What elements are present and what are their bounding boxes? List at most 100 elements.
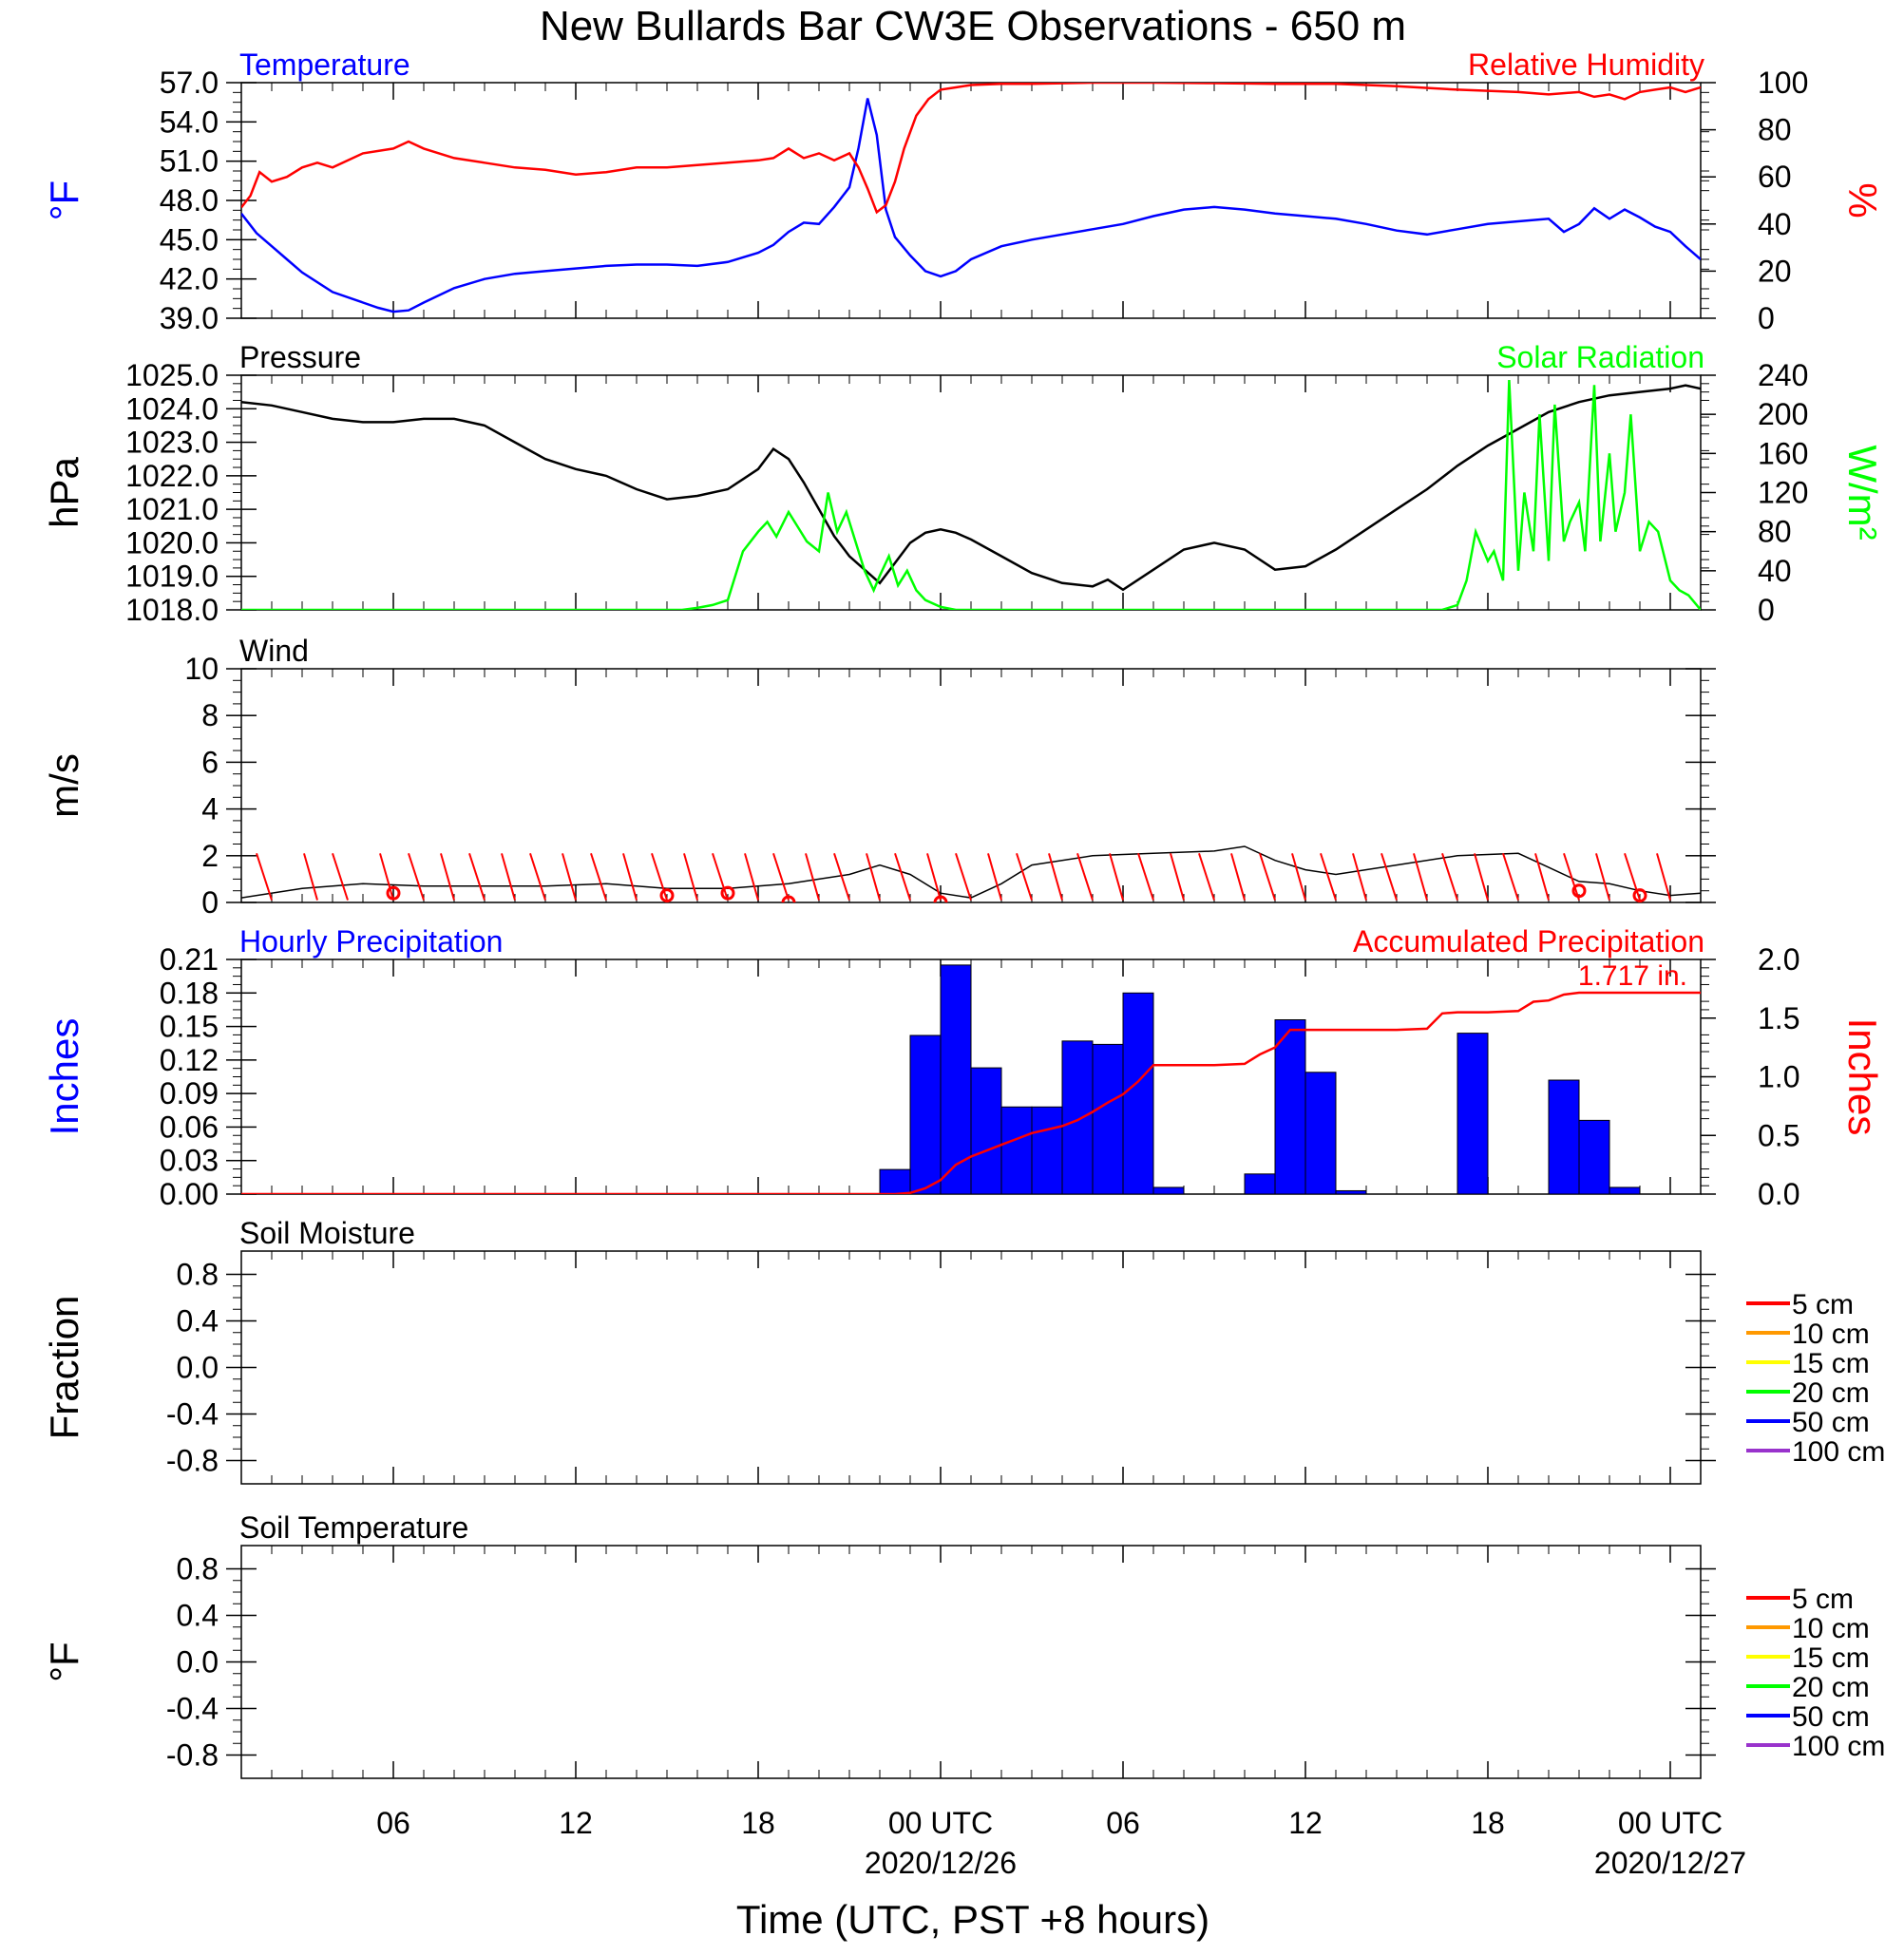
wind-barb: [833, 853, 850, 901]
y-left-tick-label: 0.18: [160, 976, 219, 1010]
y-right-tick-label: 200: [1758, 397, 1808, 431]
plot-area: [241, 964, 1701, 1194]
y-left-tick-label: 4: [201, 792, 219, 826]
panel-frame: [240, 1545, 1702, 1779]
wind-barb: [894, 853, 911, 901]
wind-barb: [468, 853, 486, 901]
y-left-tick-label: 51.0: [160, 144, 219, 179]
y-left-tick-label: 1019.0: [125, 560, 219, 594]
y-right-tick-label: 0: [1758, 301, 1775, 335]
plot-area: [241, 380, 1701, 610]
panel-title-right: Solar Radiation: [1496, 340, 1704, 374]
y-left-tick-label: 1020.0: [125, 525, 219, 560]
legend-label: 15 cm: [1792, 1348, 1870, 1379]
wind-barb: [1352, 853, 1367, 901]
plot-area: [241, 845, 1701, 902]
x-tick-label: 06: [1106, 1806, 1140, 1840]
precip-bar: [1609, 1186, 1641, 1194]
y-left-axis-label: hPa: [42, 456, 86, 527]
legend-label: 50 cm: [1792, 1407, 1870, 1438]
y-left-tick-label: 0.03: [160, 1144, 219, 1178]
wind-barb: [712, 853, 729, 901]
wind-barb: [1441, 853, 1458, 901]
panel-frame: [240, 1250, 1702, 1485]
y-left-tick-label: 1018.0: [125, 593, 219, 627]
wind-barb: [1291, 853, 1306, 901]
x-tick-label: 18: [741, 1806, 775, 1840]
wind-barb: [955, 853, 972, 901]
calm-wind-marker: [1571, 883, 1587, 899]
y-left-tick-label: 0.09: [160, 1076, 219, 1110]
y-right-tick-label: 1.5: [1758, 1001, 1799, 1035]
wind-barb: [866, 853, 881, 901]
y-left-tick-label: 0.8: [177, 1552, 219, 1586]
y-left-tick-label: 2: [201, 839, 219, 873]
y-left-tick-label: 45.0: [160, 222, 219, 256]
accumulated-precip-line: [241, 991, 1701, 1194]
precip-bar: [1578, 1119, 1610, 1194]
wind-barb: [744, 853, 759, 901]
wind-barb: [651, 853, 668, 901]
wind-barb: [1624, 853, 1641, 901]
legend-label: 5 cm: [1792, 1289, 1854, 1320]
y-left-tick-label: 0.15: [160, 1010, 219, 1044]
calm-wind-marker: [933, 895, 948, 902]
precip-bar: [1122, 992, 1154, 1194]
y-right-tick-label: 40: [1758, 207, 1792, 241]
precip-bar: [1548, 1079, 1580, 1194]
wind-barb: [772, 853, 790, 901]
y-right-tick-label: 240: [1758, 358, 1808, 392]
wind-barb: [1137, 853, 1154, 901]
precip-bar: [1335, 1189, 1367, 1194]
wind-barb: [256, 853, 273, 901]
precip-bar: [970, 1067, 1002, 1194]
panel-title-right: Relative Humidity: [1468, 47, 1704, 82]
y-left-tick-label: -0.8: [166, 1738, 219, 1773]
legend-label: 20 cm: [1792, 1672, 1870, 1703]
y-left-tick-label: 1021.0: [125, 492, 219, 526]
wind-barb: [926, 853, 942, 901]
legend-label: 50 cm: [1792, 1701, 1870, 1733]
wind-barb: [1656, 853, 1671, 901]
legend-label: 5 cm: [1792, 1584, 1854, 1615]
y-right-tick-label: 1.0: [1758, 1060, 1799, 1094]
y-left-axis-label: Fraction: [42, 1296, 86, 1440]
wind-barb: [379, 853, 394, 901]
wind-barb: [562, 853, 577, 901]
series-line-humidity: [241, 83, 1701, 215]
wind-barb: [1230, 853, 1246, 901]
y-left-tick-label: -0.4: [166, 1692, 219, 1726]
panel-soil-moisture: -0.8 -0.4 0.0 0.4 0.8 Soil Moisture Fraction 5 …: [42, 1216, 1885, 1485]
panel-precipitation: 0.000.030.060.090.120.150.180.21 0.0 0.5 1.…: [42, 924, 1885, 1211]
precip-bar: [1031, 1106, 1063, 1194]
y-left-tick-label: 10: [184, 652, 219, 686]
panel-title-left: Wind: [239, 634, 309, 668]
y-right-tick-label: 2.0: [1758, 942, 1799, 977]
y-right-axis-label: W/m²: [1840, 445, 1885, 540]
panel-wind: 0 2 4 6 8 10 Wind m/s: [42, 634, 1716, 920]
x-tick-label: 06: [376, 1806, 410, 1840]
y-left-tick-label: 0.06: [160, 1110, 219, 1144]
y-left-tick-label: 1025.0: [125, 358, 219, 392]
x-tick-date-label: 2020/12/27: [1594, 1846, 1746, 1880]
panel-frame: [240, 82, 1702, 319]
y-right-tick-label: 100: [1758, 66, 1808, 100]
y-left-axis-label: °F: [42, 1642, 86, 1681]
y-left-tick-label: 48.0: [160, 183, 219, 218]
precip-bar: [1304, 1072, 1337, 1194]
y-right-tick-label: 0.0: [1758, 1177, 1799, 1211]
plot-area: [241, 83, 1701, 313]
y-left-tick-label: 0.4: [177, 1304, 219, 1338]
precip-bar: [909, 1034, 942, 1194]
panel-title-left: Soil Moisture: [239, 1216, 415, 1250]
legend-label: 10 cm: [1792, 1613, 1870, 1644]
precip-bar: [879, 1168, 911, 1194]
wind-barb: [1474, 853, 1489, 901]
wind-barb: [1534, 853, 1550, 901]
y-left-tick-label: 39.0: [160, 301, 219, 335]
series-line-pressure: [241, 384, 1701, 592]
wind-barb: [1563, 853, 1580, 901]
y-right-tick-label: 120: [1758, 476, 1808, 510]
